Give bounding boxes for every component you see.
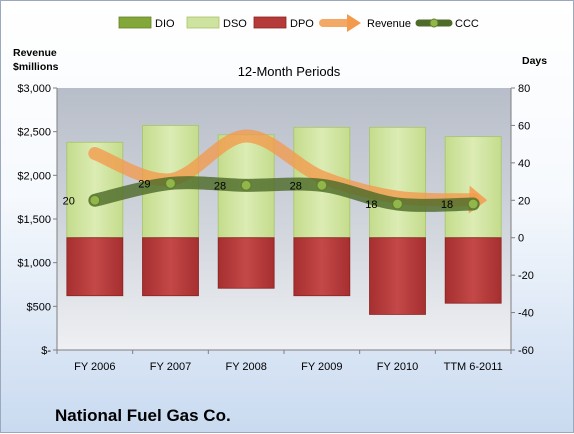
legend-label-ccc: CCC bbox=[455, 18, 479, 30]
plot-area bbox=[57, 88, 511, 350]
company-name: National Fuel Gas Co. bbox=[55, 406, 231, 425]
ccc-point-0 bbox=[89, 194, 101, 206]
ccc-label-0: 20 bbox=[63, 195, 75, 207]
right-tick-label-7: 80 bbox=[518, 83, 530, 95]
left-tick-label-0: $- bbox=[41, 345, 51, 357]
left-tick-label-2: $1,000 bbox=[17, 258, 51, 270]
ccc-line bbox=[88, 176, 480, 212]
ccc-point-2 bbox=[240, 179, 252, 191]
right-tick-label-6: 60 bbox=[518, 120, 530, 132]
x-tick-label-2: FY 2008 bbox=[225, 361, 266, 373]
x-tick-label-3: FY 2009 bbox=[301, 361, 342, 373]
left-tick-label-1: $500 bbox=[27, 301, 51, 313]
x-tick-label-0: FY 2006 bbox=[74, 361, 115, 373]
legend-swatch-dso bbox=[186, 16, 220, 29]
chart-title: 12-Month Periods bbox=[238, 64, 341, 79]
legend-swatch-dpo bbox=[253, 16, 287, 29]
bar-dpo-5 bbox=[444, 237, 502, 304]
x-tick-label-1: FY 2007 bbox=[150, 361, 191, 373]
ccc-point-3 bbox=[316, 179, 328, 191]
left-axis-title-line1: Revenue bbox=[13, 47, 57, 59]
left-tick-label-5: $2,500 bbox=[17, 127, 51, 139]
legend-label-dso: DSO bbox=[223, 18, 247, 30]
ccc-label-1: 29 bbox=[138, 178, 150, 190]
legend-label-dpo: DPO bbox=[290, 18, 314, 30]
bar-dpo-2 bbox=[217, 237, 275, 289]
x-tick-label-4: FY 2010 bbox=[377, 361, 418, 373]
right-axis-title: Days bbox=[522, 55, 547, 67]
bar-dpo-3 bbox=[293, 237, 351, 297]
ccc-point-5 bbox=[467, 198, 479, 210]
left-tick-label-6: $3,000 bbox=[17, 83, 51, 95]
legend-swatch-dio bbox=[118, 16, 152, 29]
ccc-label-4: 18 bbox=[365, 199, 377, 211]
legend-swatch-ccc-marker bbox=[429, 18, 439, 28]
legend-swatch-revenue-arrow bbox=[347, 14, 361, 32]
legend-label-revenue: Revenue bbox=[367, 18, 411, 30]
right-tick-label-3: 0 bbox=[518, 233, 524, 245]
right-tick-label-2: -20 bbox=[518, 270, 534, 282]
left-axis-title-line2: $millions bbox=[13, 61, 59, 73]
right-tick-label-0: -60 bbox=[518, 345, 534, 357]
right-tick-label-4: 20 bbox=[518, 195, 530, 207]
left-tick-label-3: $1,500 bbox=[17, 214, 51, 226]
ccc-label-5: 18 bbox=[441, 199, 453, 211]
right-tick-label-1: -40 bbox=[518, 308, 534, 320]
ccc-point-4 bbox=[391, 198, 404, 210]
right-tick-label-5: 40 bbox=[518, 158, 530, 170]
ccc-label-2: 28 bbox=[214, 180, 226, 192]
bar-dpo-1 bbox=[142, 237, 199, 297]
bar-dso-5 bbox=[444, 136, 502, 239]
left-tick-label-4: $2,000 bbox=[17, 170, 51, 182]
ccc-point-1 bbox=[164, 177, 177, 190]
x-tick-label-5: TTM 6-2011 bbox=[444, 361, 503, 373]
bar-dso-4 bbox=[369, 126, 426, 239]
bar-dpo-4 bbox=[369, 237, 426, 315]
ccc-label-3: 28 bbox=[290, 180, 302, 192]
legend-label-dio: DIO bbox=[155, 18, 175, 30]
bar-dpo-0 bbox=[66, 237, 124, 297]
